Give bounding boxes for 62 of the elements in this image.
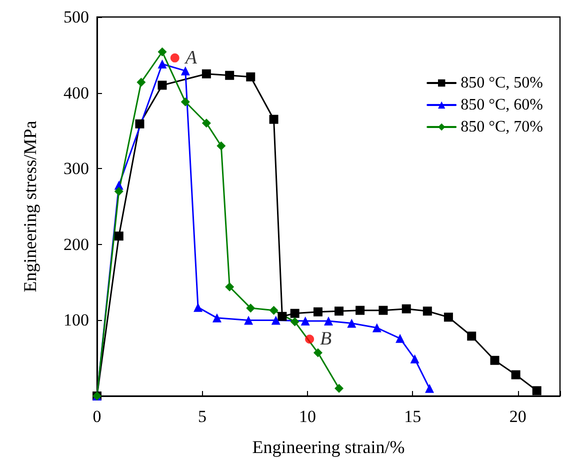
point: [378, 306, 388, 315]
y-axis-title: Engineering stress/MPa: [20, 120, 40, 292]
point: [136, 78, 146, 87]
legend-label: 850 °C, 50%: [460, 74, 544, 92]
point: [202, 69, 211, 78]
point: [135, 119, 144, 128]
point: [194, 302, 203, 312]
point: [410, 354, 420, 364]
point: [422, 306, 432, 316]
point: [290, 317, 300, 326]
point: [300, 316, 310, 326]
x-axis-title: Engineering strain/%: [252, 437, 405, 457]
point: [158, 80, 167, 90]
point: [356, 306, 365, 315]
point: [158, 59, 167, 68]
point: [334, 384, 344, 393]
point: [114, 232, 124, 241]
point: [114, 186, 124, 196]
y-tick-label: 300: [64, 159, 89, 178]
point: [225, 70, 234, 80]
point: [269, 114, 278, 124]
point: [269, 306, 278, 315]
point: [158, 47, 167, 56]
point: [246, 72, 256, 82]
legend-label: 850 °C, 60%: [460, 96, 544, 114]
y-tick-label: 200: [64, 234, 89, 254]
point: [511, 370, 520, 380]
x-tick-label: 0: [92, 407, 102, 426]
legend-label: 850 °C, 70%: [460, 118, 544, 136]
point: [532, 386, 542, 396]
point: [278, 312, 287, 321]
annotation: B: [320, 328, 332, 350]
point: [324, 316, 333, 326]
point: [372, 323, 382, 332]
point: [396, 334, 405, 343]
point: [180, 66, 190, 76]
point: [271, 316, 280, 325]
point: [180, 97, 190, 106]
point: [444, 312, 453, 322]
point: [402, 304, 411, 314]
point: [490, 356, 500, 365]
point: [425, 384, 434, 393]
annotation: A: [183, 47, 198, 68]
point: [225, 282, 234, 292]
point: [467, 332, 476, 341]
y-tick-label: 400: [64, 83, 89, 102]
y-tick-label: 500: [64, 8, 89, 26]
point: [290, 308, 300, 318]
point: [313, 307, 322, 316]
x-tick-label: 5: [198, 407, 206, 426]
point: [244, 316, 254, 325]
x-tick-label: 15: [404, 407, 422, 426]
point: [216, 141, 226, 150]
x-tick-label: 10: [298, 407, 316, 426]
x-tick-label: 20: [509, 407, 526, 426]
point: [202, 118, 211, 128]
point: [347, 318, 356, 328]
point: [246, 304, 256, 313]
point: [212, 313, 222, 322]
y-tick-label: 100: [64, 310, 89, 330]
point: [334, 306, 344, 316]
point: [313, 348, 322, 358]
